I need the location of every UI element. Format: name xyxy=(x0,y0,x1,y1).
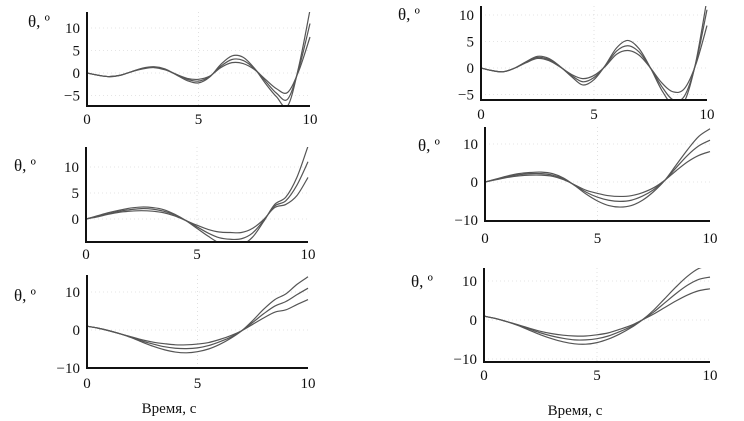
x-tick-label: 0 xyxy=(481,231,489,247)
y-tick-label: 0 xyxy=(470,313,478,329)
y-tick-label: 0 xyxy=(73,66,81,82)
x-tick-label: 5 xyxy=(593,368,601,384)
y-tick-label: 10 xyxy=(459,8,474,24)
y-tick-label: −5 xyxy=(64,89,80,105)
subplot-middle-left: 10 5 0 0 5 10 θ, º xyxy=(14,147,316,263)
y-axis-label: θ, º xyxy=(14,156,36,175)
x-axis-label-left: Время, с xyxy=(142,401,197,417)
axes xyxy=(85,147,308,243)
x-tick-label: 10 xyxy=(700,107,715,123)
y-tick-label: 10 xyxy=(65,285,80,301)
x-tick-label: 10 xyxy=(703,368,718,384)
x-tick-label: 5 xyxy=(194,376,202,392)
x-tick-label: 0 xyxy=(83,112,91,128)
series-line-middle xyxy=(485,139,711,202)
series-line-upper xyxy=(485,128,711,208)
y-axis-label: θ, º xyxy=(398,5,420,24)
y-tick-label: 5 xyxy=(73,44,81,60)
x-tick-label: 0 xyxy=(480,368,488,384)
curves xyxy=(87,12,311,106)
x-tick-label: 5 xyxy=(195,112,203,128)
series-line-lower xyxy=(87,36,311,94)
series-line-middle xyxy=(86,161,309,241)
y-tick-label: −5 xyxy=(458,88,474,104)
x-tick-label: 5 xyxy=(590,107,598,123)
y-tick-label: 10 xyxy=(463,137,478,153)
subplot-middle-right: 100−100 5 10θ, º xyxy=(418,127,718,247)
x-tick-label: 10 xyxy=(301,247,316,263)
axes xyxy=(480,6,707,101)
series-line-lower xyxy=(86,177,309,234)
y-tick-label: −10 xyxy=(454,352,477,368)
axes xyxy=(484,127,710,222)
x-tick-label: 0 xyxy=(83,376,91,392)
y-tick-label: 0 xyxy=(73,323,81,339)
series-line-upper xyxy=(86,147,309,242)
y-tick-label: −10 xyxy=(455,213,478,229)
axes xyxy=(86,275,308,369)
x-tick-label: 0 xyxy=(82,247,90,263)
subplot-bottom-right: 100−100 5 10θ, º xyxy=(411,268,718,384)
x-tick-label: 10 xyxy=(703,231,718,247)
y-axis-label: θ, º xyxy=(411,272,433,291)
x-axis-label-right: Время, с xyxy=(548,403,603,419)
y-tick-label: 0 xyxy=(471,175,479,191)
x-tick-label: 5 xyxy=(193,247,201,263)
curves xyxy=(484,268,711,345)
y-tick-label: 10 xyxy=(462,274,477,290)
y-tick-label: 10 xyxy=(64,160,79,176)
y-tick-label: 0 xyxy=(467,61,475,77)
series-line-middle xyxy=(481,9,708,100)
axes xyxy=(483,268,710,363)
axes xyxy=(86,12,310,107)
curves xyxy=(86,147,309,242)
y-axis-label: θ, º xyxy=(14,286,36,305)
x-tick-label: 0 xyxy=(477,107,485,123)
y-axis-label: θ, º xyxy=(28,12,50,31)
series-line-lower xyxy=(481,25,708,94)
y-tick-label: −10 xyxy=(57,361,80,377)
y-tick-label: 10 xyxy=(65,21,80,37)
y-axis-label: θ, º xyxy=(418,136,440,155)
x-tick-label: 10 xyxy=(301,376,316,392)
curves xyxy=(87,276,309,354)
curves xyxy=(481,6,708,100)
series-line-lower xyxy=(485,151,711,198)
series-line-upper xyxy=(87,276,309,354)
subplot-bottom-left: 100−100 5 10θ, º xyxy=(14,275,316,392)
x-tick-label: 5 xyxy=(594,231,602,247)
y-tick-label: 5 xyxy=(72,186,80,202)
y-tick-label: 5 xyxy=(467,35,475,51)
x-tick-label: 10 xyxy=(303,112,318,128)
curves xyxy=(485,128,711,208)
series-line-lower xyxy=(87,299,309,346)
y-tick-label: 0 xyxy=(72,212,80,228)
series-line-lower xyxy=(484,288,711,337)
